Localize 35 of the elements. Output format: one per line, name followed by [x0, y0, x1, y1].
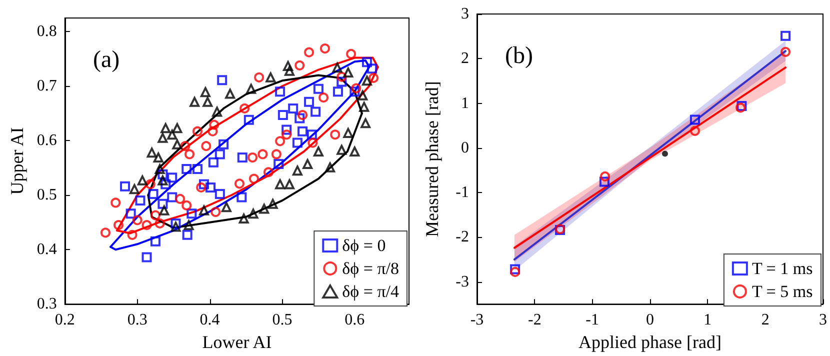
y-tick-label: -2 — [456, 228, 469, 246]
x-tick-label: -1 — [586, 312, 599, 329]
x-tick-label: -2 — [528, 312, 542, 329]
y-axis-title: Upper AI — [7, 127, 27, 195]
x-tick-label: 0.4 — [200, 312, 220, 329]
x-tick-label: 0.3 — [127, 312, 148, 329]
x-tick-label: 0.2 — [54, 312, 75, 329]
x-tick-label: 3 — [819, 312, 827, 329]
y-tick-label: 0.7 — [36, 78, 57, 95]
y-tick-label: 0.4 — [36, 241, 57, 258]
y-tick-label: -1 — [456, 184, 469, 202]
annotation: (b) — [505, 43, 533, 69]
x-tick-label: 1 — [704, 312, 712, 329]
y-tick-label: 0.5 — [36, 186, 57, 204]
x-tick-label: 0.5 — [272, 312, 292, 329]
y-tick-label: 1 — [461, 94, 469, 112]
y-tick-label: 0.8 — [36, 23, 57, 40]
y-tick-label: 2 — [461, 50, 469, 68]
legend-label: δϕ = π/8 — [342, 259, 400, 278]
x-tick-label: 2 — [761, 312, 770, 329]
legend-label: δϕ = 0 — [342, 236, 386, 255]
x-axis-title: Applied phase [rad] — [578, 332, 722, 352]
y-tick-label: -3 — [456, 273, 469, 290]
legend-label: T = 1 ms — [752, 259, 813, 278]
x-axis-title: Lower AI — [202, 332, 272, 352]
y-tick-label: 0 — [461, 139, 469, 156]
x-tick-label: 0.6 — [344, 312, 365, 329]
y-axis-title: Measured phase [rad] — [422, 81, 442, 238]
y-tick-label: 0.6 — [36, 132, 57, 150]
x-tick-label: 0 — [646, 312, 654, 329]
annotation: (a) — [93, 47, 120, 73]
y-tick-label: 0.3 — [36, 296, 57, 313]
legend-label: T = 5 ms — [752, 282, 813, 301]
y-tick-label: 3 — [461, 6, 469, 22]
legend-label: δϕ = π/4 — [342, 282, 400, 301]
